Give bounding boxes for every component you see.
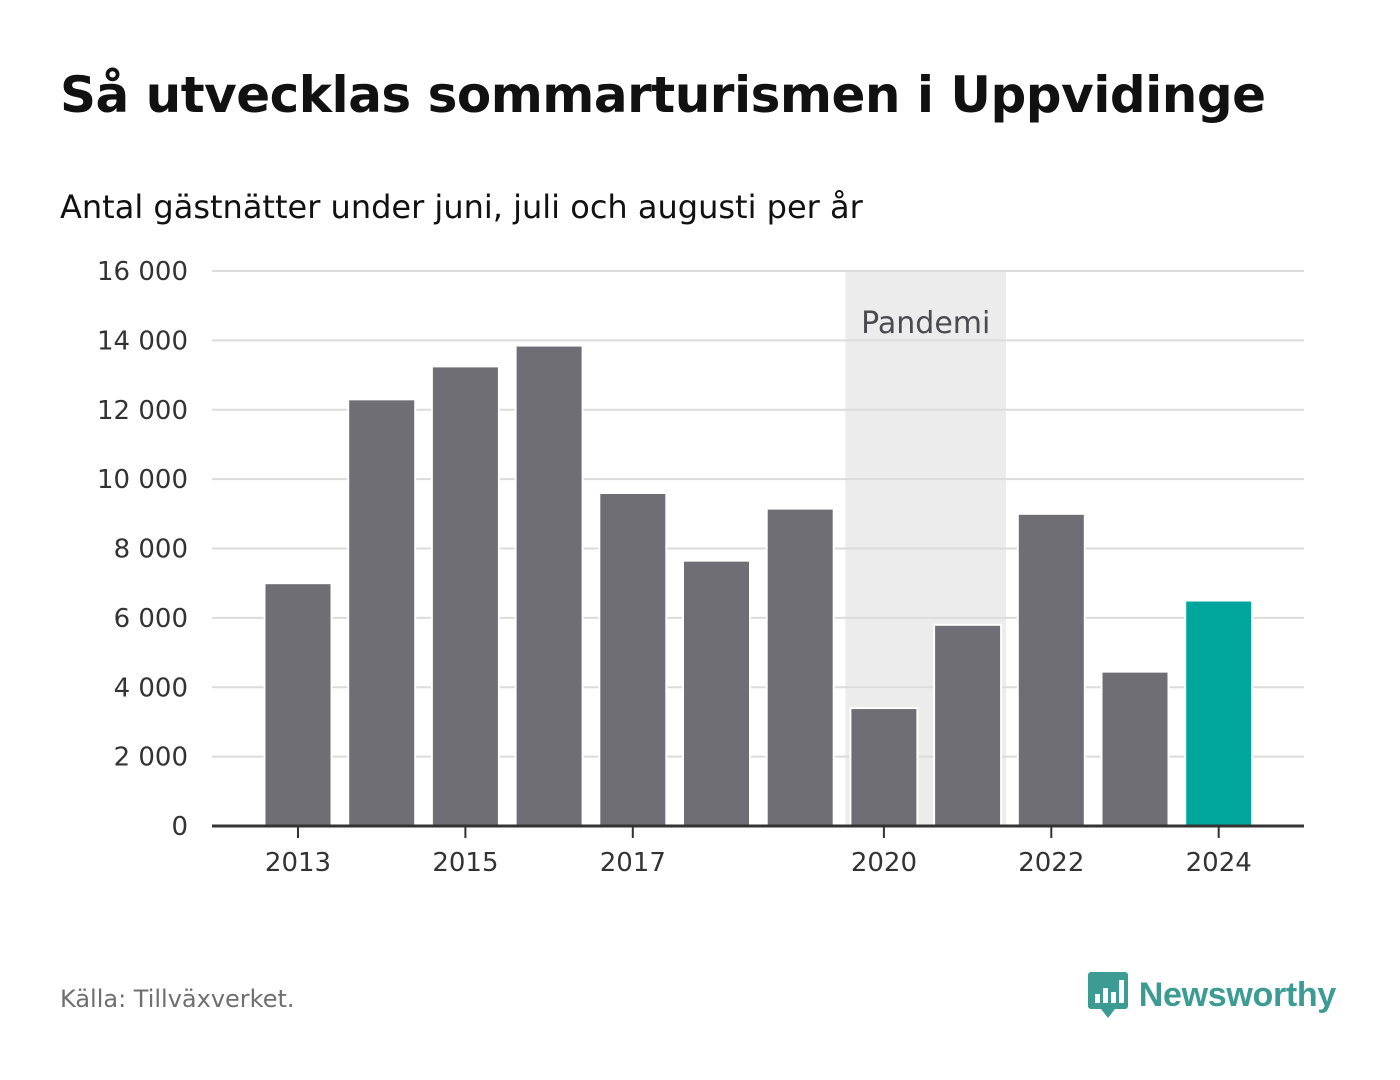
y-tick-label: 12 000 xyxy=(97,396,188,426)
x-tick-label: 2015 xyxy=(432,848,498,878)
x-tick-label: 2024 xyxy=(1186,848,1252,878)
bar-2016 xyxy=(514,344,584,827)
x-tick-label: 2022 xyxy=(1018,848,1084,878)
bar-chart-logo-icon xyxy=(1087,972,1128,1018)
bar-2015 xyxy=(430,365,500,827)
y-tick-label: 14 000 xyxy=(97,326,188,356)
bar-2023 xyxy=(1100,670,1170,827)
y-tick-label: 6 000 xyxy=(114,604,188,634)
x-tick-label: 2013 xyxy=(265,848,331,878)
chart-subtitle: Antal gästnätter under juni, juli och au… xyxy=(60,188,863,226)
y-tick-label: 10 000 xyxy=(97,465,188,495)
source-note: Källa: Tillväxverket. xyxy=(60,985,295,1013)
bar-2022 xyxy=(1016,512,1086,827)
y-tick-label: 16 000 xyxy=(97,257,188,287)
y-tick-label: 0 xyxy=(171,812,188,842)
pandemic-label: Pandemi xyxy=(861,306,990,341)
bar-2021 xyxy=(933,623,1003,827)
y-tick-label: 2 000 xyxy=(114,743,188,773)
y-tick-label: 8 000 xyxy=(114,535,188,565)
y-tick-label: 4 000 xyxy=(114,673,188,703)
chart-title: Så utvecklas sommarturismen i Uppvidinge xyxy=(60,66,1266,124)
x-tick-label: 2020 xyxy=(851,848,917,878)
bar-2024 xyxy=(1184,599,1254,827)
bar-2013 xyxy=(263,582,333,827)
bar-2018 xyxy=(682,559,751,827)
brand-name: Newsworthy xyxy=(1138,975,1337,1014)
bar-2019 xyxy=(765,507,835,827)
brand-logo: Newsworthy xyxy=(1087,970,1336,1020)
bar-2014 xyxy=(347,398,417,827)
bar-2017 xyxy=(598,492,668,827)
x-tick-label: 2017 xyxy=(600,848,666,878)
bar-2020 xyxy=(849,707,919,827)
